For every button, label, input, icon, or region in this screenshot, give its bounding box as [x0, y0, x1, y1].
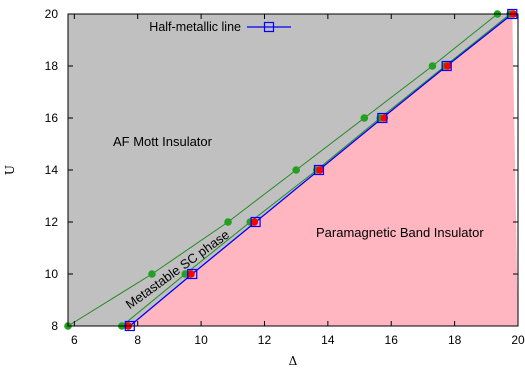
- half-metallic-square-3: [313, 164, 325, 176]
- red-point-4: [380, 114, 389, 122]
- af-mott-region-label: AF Mott Insulator: [113, 134, 213, 149]
- half-metallic-square-5: [441, 60, 452, 72]
- legend-label: Half-metallic line: [149, 20, 241, 34]
- legend: Half-metallic line: [149, 20, 291, 34]
- green-point-s1-2: [224, 218, 232, 226]
- half-metallic-square-1: [187, 268, 198, 280]
- half-metallic-square-4: [377, 112, 388, 124]
- x-axis-label: Δ: [289, 354, 298, 368]
- red-point-3: [316, 166, 324, 174]
- y-tick-label-16: 16: [45, 111, 59, 125]
- red-point-1: [187, 270, 195, 278]
- y-tick-label-14: 14: [45, 163, 59, 177]
- y-tick-label-12: 12: [45, 215, 59, 229]
- x-tick-label-16: 16: [385, 333, 399, 347]
- y-tick-label-8: 8: [51, 319, 58, 333]
- x-tick-label-8: 8: [134, 333, 141, 347]
- y-tick-label-20: 20: [45, 7, 59, 21]
- green-point-s1-1: [148, 270, 156, 278]
- x-tick-label-14: 14: [321, 333, 335, 347]
- x-tick-label-12: 12: [258, 333, 272, 347]
- green-point-s1-4: [360, 114, 369, 122]
- y-tick-label-10: 10: [45, 267, 59, 281]
- legend-square-marker: [263, 21, 275, 33]
- x-tick-label-6: 6: [71, 333, 78, 347]
- y-axis-label: U: [3, 165, 17, 175]
- green-point-s1-3: [292, 166, 300, 174]
- red-point-5: [443, 62, 452, 70]
- x-tick-label-20: 20: [511, 333, 525, 347]
- half-metallic-square-2: [250, 216, 261, 228]
- red-point-2: [250, 218, 259, 226]
- x-tick-label-18: 18: [448, 333, 462, 347]
- y-tick-label-18: 18: [45, 59, 59, 73]
- x-tick-label-10: 10: [194, 333, 208, 347]
- band-insulator-region-label: Paramagnetic Band Insulator: [316, 225, 484, 240]
- green-point-s1-5: [428, 62, 437, 70]
